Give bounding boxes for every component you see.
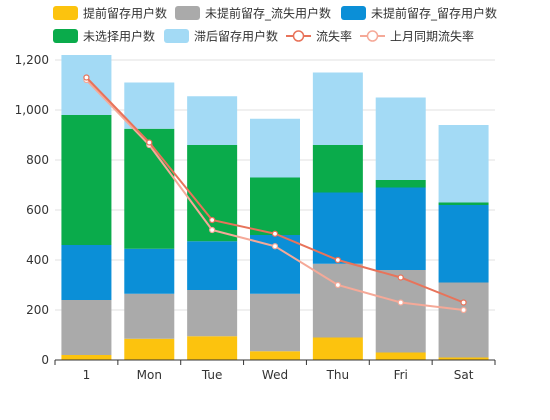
legend-swatch[interactable] <box>164 29 189 43</box>
bar-segment[interactable] <box>438 202 489 206</box>
x-tick-label: Tue <box>201 368 223 382</box>
bar-segment[interactable] <box>375 187 426 271</box>
bar-segment[interactable] <box>124 248 175 294</box>
x-tick-label: Fri <box>394 368 408 382</box>
bar-segment[interactable] <box>124 293 175 339</box>
y-tick-label: 400 <box>26 253 49 267</box>
bar-segment[interactable] <box>312 337 363 361</box>
bar-segment[interactable] <box>312 145 363 193</box>
line-point[interactable] <box>83 74 90 81</box>
legend-label[interactable]: 未提前留存_留存用户数 <box>371 6 497 21</box>
line-point[interactable] <box>460 299 467 306</box>
legend-label[interactable]: 未提前留存_流失用户数 <box>205 6 331 21</box>
line-point[interactable] <box>271 243 279 250</box>
bar-segment[interactable] <box>187 290 238 337</box>
bar-segment[interactable] <box>375 180 426 188</box>
bar-segment[interactable] <box>61 115 112 245</box>
line-point[interactable] <box>334 256 341 264</box>
bar-segment[interactable] <box>187 336 238 360</box>
y-tick-label: 600 <box>26 203 49 217</box>
bar-segment[interactable] <box>438 282 489 358</box>
bar-segment[interactable] <box>438 205 489 283</box>
bar-segment[interactable] <box>438 125 489 203</box>
line-point[interactable] <box>146 139 153 146</box>
bar-segment[interactable] <box>61 55 112 115</box>
bar-segment[interactable] <box>375 97 426 181</box>
legend-marker <box>292 30 305 42</box>
legend-label[interactable]: 流失率 <box>316 29 352 44</box>
bar-segment[interactable] <box>312 72 363 146</box>
x-tick-label: Wed <box>262 368 288 382</box>
bar-segment[interactable] <box>312 263 363 338</box>
y-tick-label: 800 <box>26 153 49 167</box>
legend-swatch[interactable] <box>53 6 78 20</box>
line-point[interactable] <box>334 281 341 289</box>
y-tick-label: 1,000 <box>15 103 49 117</box>
legend-label[interactable]: 提前留存用户数 <box>83 6 167 21</box>
legend-label[interactable]: 上月同期流失率 <box>390 29 474 44</box>
bars <box>61 55 489 361</box>
bar-segment[interactable] <box>187 96 238 145</box>
legend-swatch[interactable] <box>175 6 200 20</box>
bar-segment[interactable] <box>124 338 175 360</box>
line-point[interactable] <box>460 306 467 314</box>
axes: 0 200 400 600 800 1,000 1,200 1 Mon Tue Wed Thu Fri S… <box>15 53 496 382</box>
bar-segment[interactable] <box>250 118 300 178</box>
bar-segment[interactable] <box>187 241 238 290</box>
lines <box>83 74 467 314</box>
bar-segment[interactable] <box>375 352 426 361</box>
legend-swatch[interactable] <box>341 6 366 20</box>
line-point[interactable] <box>397 274 404 281</box>
legend-swatch[interactable] <box>53 29 78 43</box>
bar-segment[interactable] <box>375 270 426 353</box>
legend-marker <box>366 30 379 42</box>
bar-segment[interactable] <box>250 351 300 360</box>
y-tick-label: 0 <box>41 353 49 367</box>
bar-segment[interactable] <box>61 300 112 355</box>
bar-segment[interactable] <box>124 82 175 129</box>
bar-segment[interactable] <box>124 128 175 249</box>
bar-segment[interactable] <box>312 192 363 264</box>
line-point[interactable] <box>397 299 404 306</box>
bar-segment[interactable] <box>250 293 300 352</box>
bar-segment[interactable] <box>61 355 112 360</box>
bar-segment[interactable] <box>187 145 238 242</box>
line-point[interactable] <box>209 216 216 224</box>
x-tick-label: Sat <box>454 368 474 382</box>
line-point[interactable] <box>209 226 216 234</box>
x-tick-label: 1 <box>83 368 91 382</box>
y-tick-label: 1,200 <box>15 53 49 67</box>
bar-segment[interactable] <box>438 357 489 361</box>
bar-segment[interactable] <box>250 177 300 236</box>
line-point[interactable] <box>271 230 279 237</box>
x-tick-label: Thu <box>326 368 350 382</box>
legend-label[interactable]: 滞后留存用户数 <box>194 29 278 44</box>
bar-segment[interactable] <box>61 245 112 300</box>
y-tick-label: 200 <box>26 303 49 317</box>
x-tick-label: Mon <box>137 368 162 382</box>
legend-label[interactable]: 未选择用户数 <box>83 29 155 44</box>
